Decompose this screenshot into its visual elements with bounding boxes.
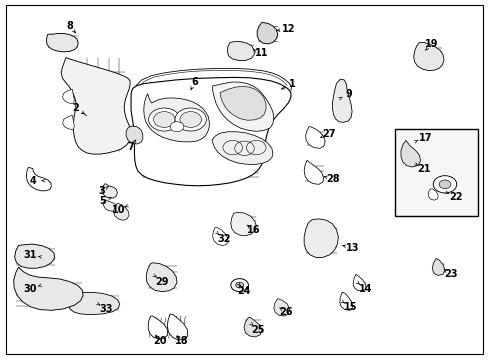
Polygon shape [61, 58, 131, 154]
Polygon shape [400, 140, 420, 167]
Text: 29: 29 [155, 276, 169, 287]
Text: 26: 26 [279, 307, 292, 318]
Polygon shape [230, 212, 256, 236]
Text: 8: 8 [66, 21, 73, 31]
Polygon shape [332, 79, 351, 122]
Circle shape [175, 108, 206, 131]
Polygon shape [68, 292, 120, 315]
Text: 9: 9 [345, 89, 352, 99]
Text: 15: 15 [344, 302, 357, 312]
Polygon shape [167, 314, 187, 340]
Text: 7: 7 [127, 142, 134, 152]
Polygon shape [131, 77, 290, 186]
Text: 12: 12 [281, 24, 295, 34]
Polygon shape [212, 132, 272, 165]
Polygon shape [26, 167, 51, 191]
Polygon shape [15, 244, 55, 268]
Text: 19: 19 [424, 39, 437, 49]
Text: 32: 32 [217, 234, 230, 244]
Circle shape [148, 108, 180, 131]
Polygon shape [305, 127, 325, 148]
Polygon shape [14, 267, 83, 310]
Text: 3: 3 [98, 186, 105, 196]
Polygon shape [102, 184, 117, 198]
Circle shape [235, 282, 243, 288]
Polygon shape [227, 41, 254, 60]
Polygon shape [244, 318, 262, 337]
Text: 17: 17 [418, 132, 431, 143]
Polygon shape [126, 126, 142, 144]
Polygon shape [431, 258, 444, 275]
Text: 27: 27 [321, 129, 335, 139]
Bar [394, 129, 477, 216]
Text: 14: 14 [358, 284, 372, 294]
Polygon shape [143, 94, 209, 142]
Polygon shape [413, 42, 443, 71]
Text: 20: 20 [153, 336, 167, 346]
Polygon shape [62, 89, 74, 104]
Text: 23: 23 [443, 269, 457, 279]
Text: 33: 33 [100, 304, 113, 314]
Text: 31: 31 [23, 250, 37, 260]
Polygon shape [148, 316, 167, 339]
Polygon shape [46, 33, 78, 52]
Circle shape [438, 180, 450, 189]
Text: 6: 6 [191, 77, 198, 87]
Text: 11: 11 [254, 48, 268, 58]
Text: 18: 18 [175, 336, 188, 346]
Polygon shape [146, 263, 177, 292]
Polygon shape [220, 86, 265, 120]
Circle shape [180, 112, 201, 127]
Text: 10: 10 [111, 204, 125, 215]
Polygon shape [304, 160, 323, 184]
Circle shape [170, 122, 183, 132]
Polygon shape [352, 274, 365, 291]
Polygon shape [212, 228, 228, 246]
Text: 5: 5 [99, 196, 106, 206]
Polygon shape [113, 203, 129, 220]
Polygon shape [339, 292, 352, 310]
Text: 25: 25 [251, 325, 264, 336]
Polygon shape [427, 189, 437, 200]
Polygon shape [304, 219, 338, 257]
Text: 24: 24 [237, 286, 251, 296]
Text: 13: 13 [346, 243, 359, 253]
Text: 2: 2 [72, 103, 79, 113]
Polygon shape [62, 115, 74, 130]
Text: 4: 4 [30, 176, 37, 186]
Text: 22: 22 [448, 192, 462, 202]
Circle shape [432, 176, 456, 193]
Circle shape [153, 112, 175, 127]
Polygon shape [273, 299, 289, 316]
Text: 30: 30 [23, 284, 37, 294]
Text: 1: 1 [288, 78, 295, 89]
Text: 16: 16 [246, 225, 260, 235]
Polygon shape [212, 82, 273, 131]
Text: 28: 28 [326, 174, 340, 184]
Text: 21: 21 [417, 164, 430, 174]
Polygon shape [257, 22, 277, 44]
Circle shape [230, 279, 248, 292]
Polygon shape [103, 200, 117, 211]
